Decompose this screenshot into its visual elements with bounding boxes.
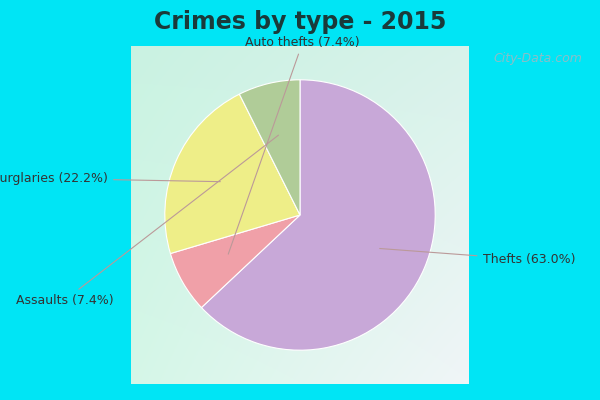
Text: Thefts (63.0%): Thefts (63.0%)	[380, 248, 575, 266]
Text: Auto thefts (7.4%): Auto thefts (7.4%)	[228, 36, 360, 254]
Text: Crimes by type - 2015: Crimes by type - 2015	[154, 10, 446, 34]
Wedge shape	[165, 94, 300, 254]
Wedge shape	[202, 80, 435, 350]
Wedge shape	[170, 215, 300, 308]
Text: Assaults (7.4%): Assaults (7.4%)	[16, 135, 278, 307]
Text: Burglaries (22.2%): Burglaries (22.2%)	[0, 172, 220, 185]
Text: City-Data.com: City-Data.com	[493, 52, 582, 65]
Wedge shape	[239, 80, 300, 215]
